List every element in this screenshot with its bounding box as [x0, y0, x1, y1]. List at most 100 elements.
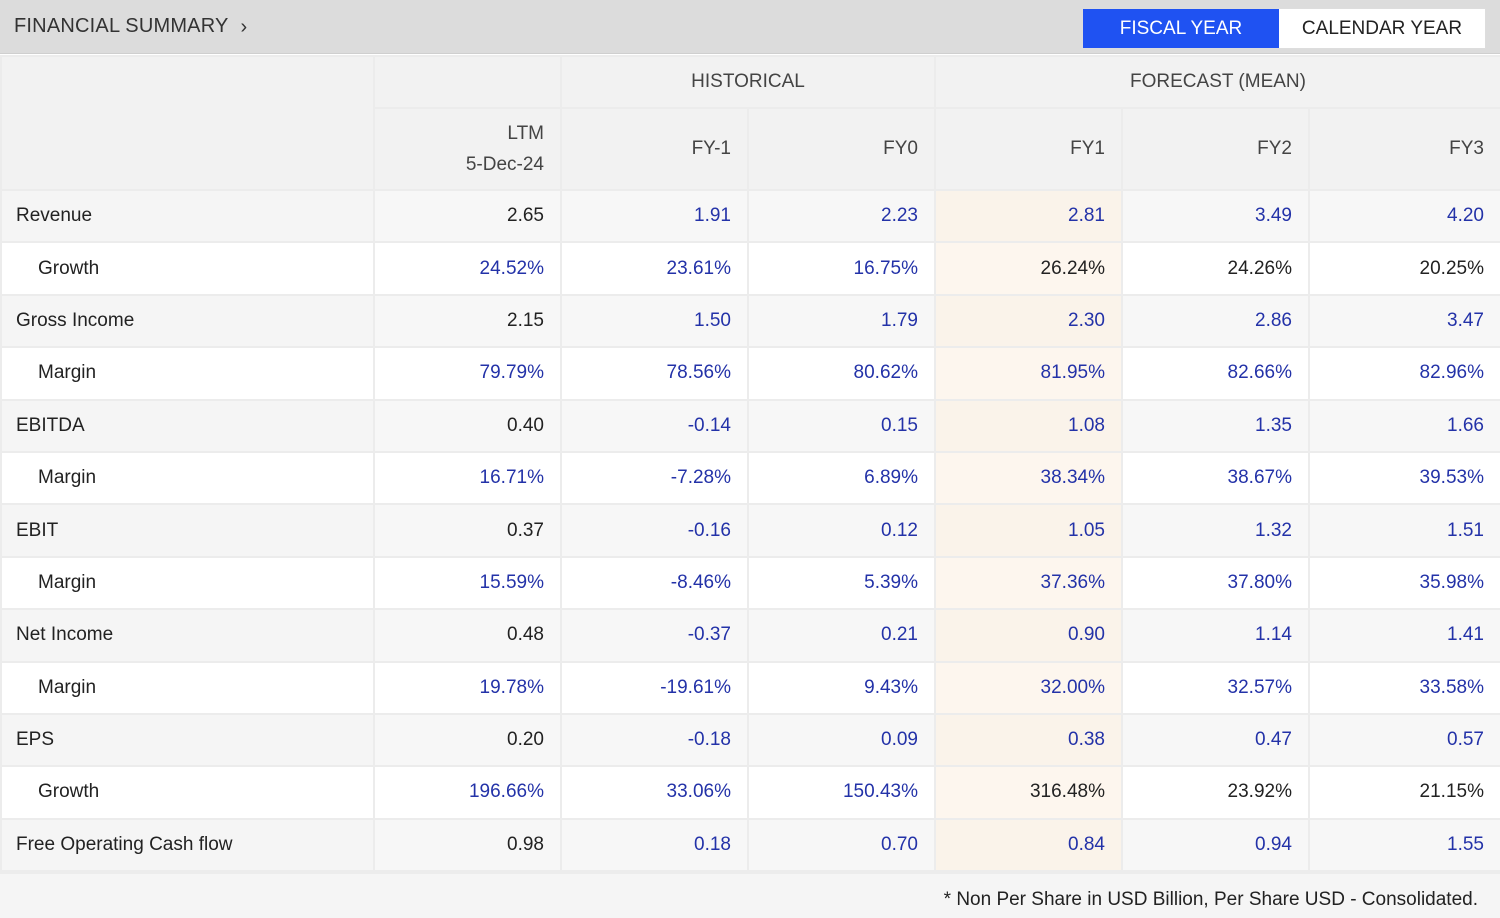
table-row: Margin 19.78% -19.61% 9.43% 32.00% 32.57…: [0, 660, 1500, 715]
cell-value[interactable]: 0.47: [1121, 712, 1310, 768]
fy-minus1-column-header: FY-1: [560, 107, 749, 191]
cell-value[interactable]: 33.06%: [560, 765, 749, 820]
row-label: Net Income: [0, 608, 375, 663]
financial-summary-link[interactable]: FINANCIAL SUMMARY ›: [14, 15, 247, 38]
cell-value[interactable]: 4.20: [1308, 188, 1500, 244]
cell-value: 316.48%: [934, 765, 1123, 820]
table-row: Revenue 2.65 1.91 2.23 2.81 3.49 4.20: [0, 188, 1500, 244]
cell-value[interactable]: 0.84: [934, 817, 1123, 873]
calendar-year-button[interactable]: CALENDAR YEAR: [1279, 9, 1485, 48]
cell-value[interactable]: 39.53%: [1308, 450, 1500, 506]
table-row: Gross Income 2.15 1.50 1.79 2.30 2.86 3.…: [0, 293, 1500, 349]
cell-value[interactable]: 3.49: [1121, 188, 1310, 244]
cell-value[interactable]: 82.66%: [1121, 346, 1310, 401]
cell-value[interactable]: 0.21: [747, 608, 936, 663]
cell-value[interactable]: 0.57: [1308, 712, 1500, 768]
period-toggle: FISCAL YEAR CALENDAR YEAR: [1082, 8, 1486, 49]
cell-value[interactable]: 6.89%: [747, 450, 936, 506]
cell-value[interactable]: 5.39%: [747, 555, 936, 611]
ltm-column-header: LTM 5-Dec-24: [373, 107, 562, 191]
cell-value[interactable]: 0.38: [934, 712, 1123, 768]
financial-summary-table: HISTORICAL FORECAST (MEAN) LTM 5-Dec-24 F…: [0, 55, 1500, 873]
cell-value[interactable]: 37.80%: [1121, 555, 1310, 611]
blank-group-header: [373, 55, 562, 109]
cell-value[interactable]: 150.43%: [747, 765, 936, 820]
cell-value[interactable]: 0.18: [560, 817, 749, 873]
cell-value[interactable]: 0.70: [747, 817, 936, 873]
cell-value[interactable]: 1.50: [560, 293, 749, 349]
cell-value: 26.24%: [934, 241, 1123, 296]
cell-value[interactable]: 16.71%: [373, 450, 562, 506]
table-corner: [0, 55, 375, 191]
cell-value[interactable]: 2.86: [1121, 293, 1310, 349]
cell-value[interactable]: 9.43%: [747, 660, 936, 715]
cell-value[interactable]: 0.94: [1121, 817, 1310, 873]
cell-value[interactable]: 1.05: [934, 503, 1123, 558]
table-row: Margin 79.79% 78.56% 80.62% 81.95% 82.66…: [0, 346, 1500, 401]
cell-value: 23.92%: [1121, 765, 1310, 820]
cell-value[interactable]: 80.62%: [747, 346, 936, 401]
cell-value[interactable]: 0.90: [934, 608, 1123, 663]
cell-value[interactable]: 0.15: [747, 398, 936, 453]
cell-value[interactable]: -0.16: [560, 503, 749, 558]
cell-value: 0.20: [373, 712, 562, 768]
row-label: Margin: [0, 450, 375, 506]
cell-value[interactable]: 37.36%: [934, 555, 1123, 611]
cell-value[interactable]: -0.37: [560, 608, 749, 663]
cell-value[interactable]: 38.67%: [1121, 450, 1310, 506]
cell-value[interactable]: 0.12: [747, 503, 936, 558]
cell-value[interactable]: 0.09: [747, 712, 936, 768]
cell-value[interactable]: -0.18: [560, 712, 749, 768]
cell-value[interactable]: 3.47: [1308, 293, 1500, 349]
cell-value[interactable]: -7.28%: [560, 450, 749, 506]
historical-group-header: HISTORICAL: [560, 55, 936, 109]
cell-value: 0.40: [373, 398, 562, 453]
cell-value[interactable]: 38.34%: [934, 450, 1123, 506]
cell-value: 2.65: [373, 188, 562, 244]
cell-value[interactable]: 79.79%: [373, 346, 562, 401]
cell-value[interactable]: 196.66%: [373, 765, 562, 820]
cell-value[interactable]: 1.32: [1121, 503, 1310, 558]
cell-value[interactable]: 1.35: [1121, 398, 1310, 453]
cell-value[interactable]: 1.14: [1121, 608, 1310, 663]
cell-value[interactable]: 1.08: [934, 398, 1123, 453]
cell-value: 20.25%: [1308, 241, 1500, 296]
table-row: Net Income 0.48 -0.37 0.21 0.90 1.14 1.4…: [0, 608, 1500, 663]
cell-value: 24.26%: [1121, 241, 1310, 296]
units-footnote: * Non Per Share in USD Billion, Per Shar…: [0, 872, 1500, 918]
row-label: EBIT: [0, 503, 375, 558]
cell-value[interactable]: 15.59%: [373, 555, 562, 611]
cell-value[interactable]: 81.95%: [934, 346, 1123, 401]
cell-value[interactable]: 2.81: [934, 188, 1123, 244]
cell-value[interactable]: 1.55: [1308, 817, 1500, 873]
cell-value[interactable]: 16.75%: [747, 241, 936, 296]
cell-value[interactable]: 19.78%: [373, 660, 562, 715]
cell-value[interactable]: 24.52%: [373, 241, 562, 296]
cell-value[interactable]: 1.79: [747, 293, 936, 349]
cell-value[interactable]: 1.66: [1308, 398, 1500, 453]
fy1-column-header: FY1: [934, 107, 1123, 191]
cell-value[interactable]: -19.61%: [560, 660, 749, 715]
row-label: Margin: [0, 660, 375, 715]
row-label: Growth: [0, 241, 375, 296]
cell-value[interactable]: 35.98%: [1308, 555, 1500, 611]
table-row: Margin 16.71% -7.28% 6.89% 38.34% 38.67%…: [0, 450, 1500, 506]
summary-header-bar: FINANCIAL SUMMARY › FISCAL YEAR CALENDAR…: [0, 0, 1500, 54]
cell-value[interactable]: 32.00%: [934, 660, 1123, 715]
cell-value[interactable]: 32.57%: [1121, 660, 1310, 715]
cell-value[interactable]: 1.51: [1308, 503, 1500, 558]
cell-value[interactable]: 33.58%: [1308, 660, 1500, 715]
cell-value[interactable]: 1.91: [560, 188, 749, 244]
row-label: Revenue: [0, 188, 375, 244]
cell-value[interactable]: 78.56%: [560, 346, 749, 401]
cell-value[interactable]: 23.61%: [560, 241, 749, 296]
row-label: Gross Income: [0, 293, 375, 349]
cell-value[interactable]: -0.14: [560, 398, 749, 453]
cell-value[interactable]: 2.30: [934, 293, 1123, 349]
cell-value[interactable]: 82.96%: [1308, 346, 1500, 401]
cell-value[interactable]: 2.23: [747, 188, 936, 244]
fiscal-year-button[interactable]: FISCAL YEAR: [1083, 9, 1279, 48]
cell-value[interactable]: -8.46%: [560, 555, 749, 611]
cell-value[interactable]: 1.41: [1308, 608, 1500, 663]
forecast-group-header: FORECAST (MEAN): [934, 55, 1500, 109]
